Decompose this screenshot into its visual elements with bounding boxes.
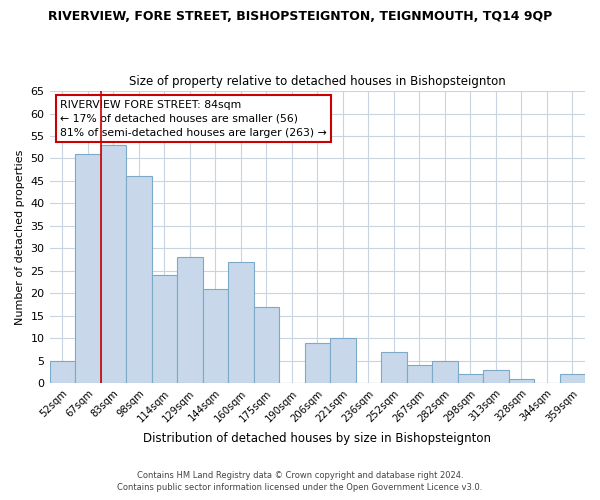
Bar xyxy=(509,378,534,383)
Text: RIVERVIEW, FORE STREET, BISHOPSTEIGNTON, TEIGNMOUTH, TQ14 9QP: RIVERVIEW, FORE STREET, BISHOPSTEIGNTON,… xyxy=(48,10,552,23)
Bar xyxy=(203,289,228,383)
Title: Size of property relative to detached houses in Bishopsteignton: Size of property relative to detached ho… xyxy=(129,76,506,88)
Bar xyxy=(254,307,279,383)
Bar xyxy=(50,360,75,383)
Bar xyxy=(432,360,458,383)
Bar xyxy=(381,352,407,383)
Bar xyxy=(458,374,483,383)
Text: RIVERVIEW FORE STREET: 84sqm
← 17% of detached houses are smaller (56)
81% of se: RIVERVIEW FORE STREET: 84sqm ← 17% of de… xyxy=(60,100,327,138)
X-axis label: Distribution of detached houses by size in Bishopsteignton: Distribution of detached houses by size … xyxy=(143,432,491,445)
Bar xyxy=(330,338,356,383)
Bar xyxy=(305,342,330,383)
Bar xyxy=(483,370,509,383)
Y-axis label: Number of detached properties: Number of detached properties xyxy=(15,150,25,325)
Bar xyxy=(126,176,152,383)
Bar xyxy=(560,374,585,383)
Text: Contains HM Land Registry data © Crown copyright and database right 2024.
Contai: Contains HM Land Registry data © Crown c… xyxy=(118,471,482,492)
Bar xyxy=(228,262,254,383)
Bar xyxy=(101,145,126,383)
Bar xyxy=(177,258,203,383)
Bar xyxy=(407,365,432,383)
Bar xyxy=(152,276,177,383)
Bar xyxy=(75,154,101,383)
